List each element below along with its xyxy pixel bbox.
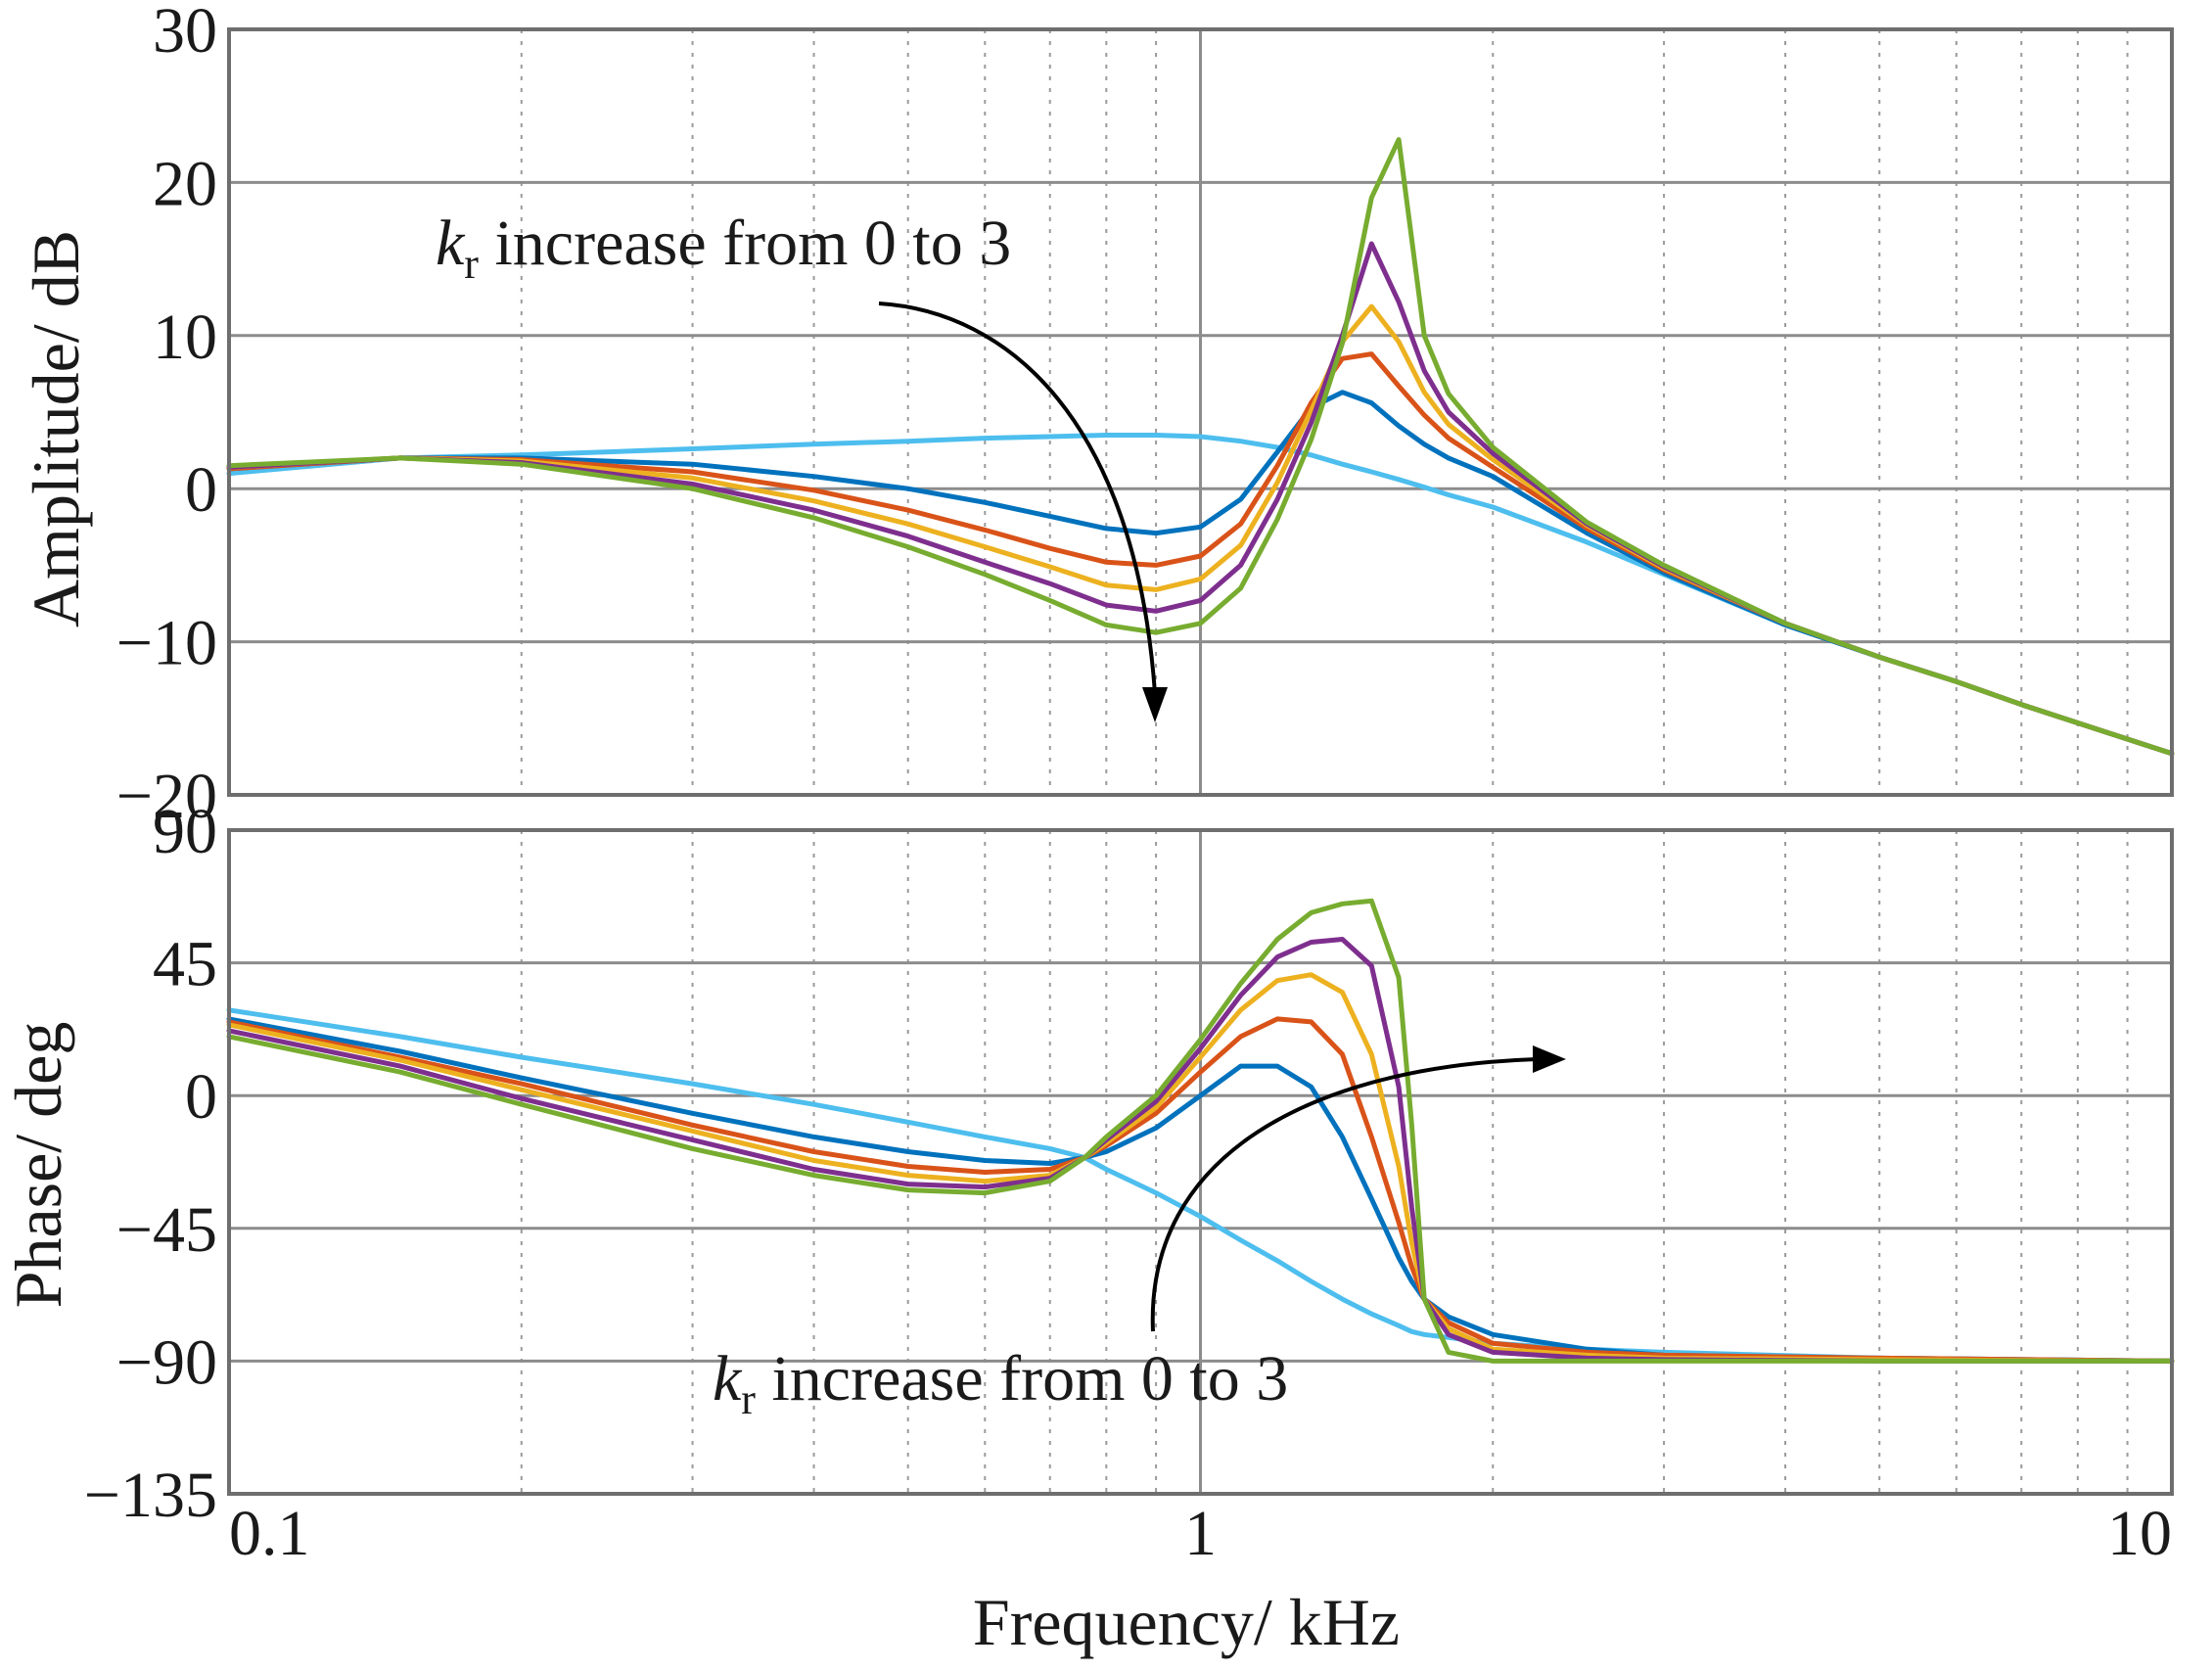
amplitude-trend-arrow: [878, 302, 1157, 694]
x-ticks: 0.1 1 10: [229, 1498, 2172, 1569]
y-tick-label: 0: [185, 1061, 217, 1133]
amplitude-y-axis-label: Amplitude/ dB: [19, 230, 93, 627]
amplitude-trend-arrowhead: [1142, 687, 1168, 722]
y-tick-label: 10: [153, 302, 217, 373]
amplitude-series: [226, 137, 2175, 757]
y-tick-label: −10: [116, 608, 217, 679]
y-tick-label: −90: [116, 1326, 217, 1398]
phase-axes-frame: [227, 828, 2174, 1496]
phase-series-5: [226, 898, 2175, 1364]
x-tick-label: 10: [2107, 1498, 2172, 1569]
phase-series: [226, 898, 2175, 1364]
phase-panel: 90 45 0 −45 −90 −135 Phase/ deg kr increase f…: [1, 796, 2175, 1531]
amplitude-series-5: [226, 137, 2175, 757]
amplitude-annotation-subscript: r: [464, 240, 479, 288]
phase-series-4: [226, 937, 2175, 1364]
x-tick-label: 1: [1184, 1498, 1217, 1569]
phase-y-axis-label: Phase/ deg: [1, 1022, 75, 1309]
y-tick-label: 0: [185, 454, 217, 526]
amplitude-axes-frame: [227, 27, 2174, 797]
amplitude-panel: 30 20 10 0 −10 −20 Amplitude/ dB kr increase …: [19, 0, 2175, 832]
y-tick-label: 90: [153, 796, 217, 867]
amplitude-annotation-symbol: k: [436, 208, 466, 279]
phase-series-3: [226, 972, 2175, 1364]
phase-annotation-symbol: k: [713, 1343, 743, 1415]
phase-trend-arrow: [1150, 1057, 1538, 1332]
amplitude-annotation-text: increase from 0 to 3: [479, 208, 1011, 279]
phase-series-1: [226, 1016, 2175, 1364]
phase-series-2: [226, 1016, 2175, 1364]
phase-y-ticks: 90 45 0 −45 −90 −135: [84, 796, 217, 1531]
y-tick-label: 30: [153, 0, 217, 67]
y-tick-label: −135: [84, 1460, 217, 1531]
y-tick-label: 20: [153, 148, 217, 219]
phase-annotation-text: increase from 0 to 3: [756, 1343, 1288, 1415]
phase-trend-arrowhead: [1533, 1045, 1566, 1073]
y-tick-label: −45: [116, 1194, 217, 1266]
phase-annotation-subscript: r: [741, 1375, 756, 1423]
phase-annotation: kr increase from 0 to 3: [713, 1343, 1288, 1423]
y-tick-label: −20: [116, 761, 217, 832]
amplitude-y-ticks: 30 20 10 0 −10 −20: [116, 0, 217, 832]
amplitude-annotation: kr increase from 0 to 3: [436, 208, 1011, 288]
x-tick-label: 0.1: [229, 1498, 310, 1569]
x-axis-label: Frequency/ kHz: [973, 1585, 1400, 1659]
y-tick-label: 45: [153, 929, 217, 1000]
